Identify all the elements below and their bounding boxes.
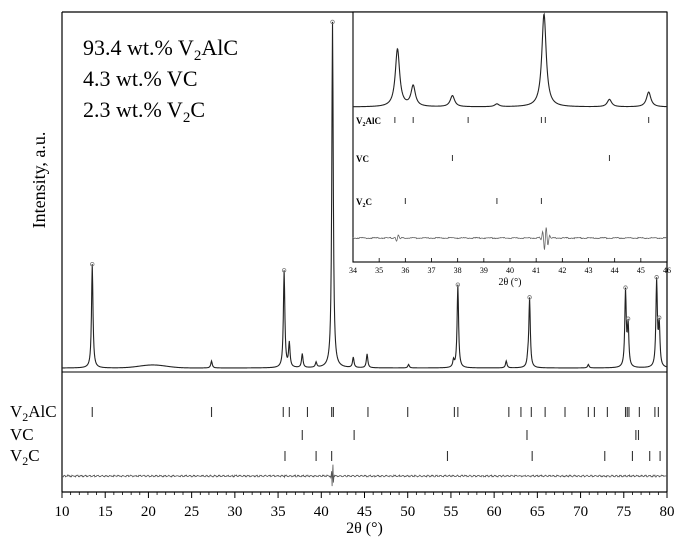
x-tick-label: 15 <box>98 504 113 520</box>
x-tick-label: 80 <box>660 504 675 520</box>
inset-x-tick-label: 45 <box>637 266 645 275</box>
inset-x-tick-label: 35 <box>375 266 383 275</box>
observed-point <box>623 285 628 290</box>
inset-x-tick-label: 37 <box>428 266 436 275</box>
x-tick-label: 60 <box>487 504 502 520</box>
x-tick-label: 10 <box>55 504 70 520</box>
reflection-row-label: V2AlC <box>10 402 57 424</box>
observed-point <box>527 295 532 300</box>
observed-point <box>281 268 287 273</box>
composition-line: 93.4 wt.% V2AlC <box>83 35 238 64</box>
inset-reflection-label: V2AlC <box>356 116 381 128</box>
observed-point <box>654 275 659 280</box>
x-tick-label: 35 <box>271 504 286 520</box>
observed-point <box>455 282 461 287</box>
x-tick-label: 40 <box>314 504 329 520</box>
x-axis-label: 2θ (°) <box>346 520 383 537</box>
reflection-row-label: V2C <box>10 446 40 468</box>
inset-x-tick-label: 41 <box>532 266 540 275</box>
difference-curve <box>61 464 668 487</box>
inset-x-tick-label: 38 <box>454 266 462 275</box>
observed-point <box>90 261 95 267</box>
y-axis-label: Intensity, a.u. <box>29 132 49 229</box>
inset-x-tick-label: 46 <box>663 266 671 275</box>
inset-x-tick-label: 44 <box>611 266 619 275</box>
x-tick-label: 65 <box>530 504 545 520</box>
inset-x-axis-label: 2θ (°) <box>499 277 522 288</box>
x-tick-label: 55 <box>443 504 458 520</box>
inset-x-tick-label: 36 <box>401 266 409 275</box>
inset-x-tick-label: 34 <box>349 266 357 275</box>
x-tick-label: 45 <box>357 504 372 520</box>
composition-line: 4.3 wt.% VC <box>83 66 198 91</box>
observed-point <box>657 315 662 320</box>
x-tick-label: 30 <box>227 504 242 520</box>
inset-frame <box>352 11 668 263</box>
inset-difference-curve <box>352 227 668 250</box>
inset-profile-line <box>353 12 668 108</box>
composition-line: 2.3 wt.% V2C <box>83 97 205 126</box>
inset-x-tick-label: 42 <box>558 266 566 275</box>
x-tick-label: 20 <box>141 504 156 520</box>
calculated-profile-line <box>62 21 668 369</box>
observed-point <box>625 316 631 321</box>
inset-reflection-label: V2C <box>356 197 372 209</box>
inset-plot: V2AlC VC V2C 34 35 36 37 38 39 40 41 42 43 44 45 46 2θ (… <box>349 11 671 288</box>
observed-point <box>330 19 335 25</box>
x-tick-label: 75 <box>616 504 631 520</box>
x-tick-label: 70 <box>573 504 588 520</box>
reflection-row-label: VC <box>10 425 34 444</box>
inset-x-tick-label: 40 <box>506 266 514 275</box>
inset-x-tick-label: 43 <box>585 266 593 275</box>
inset-reflection-label: VC <box>356 154 369 164</box>
x-tick-label: 25 <box>184 504 199 520</box>
x-tick-label: 50 <box>400 504 415 520</box>
inset-x-tick-label: 39 <box>480 266 488 275</box>
